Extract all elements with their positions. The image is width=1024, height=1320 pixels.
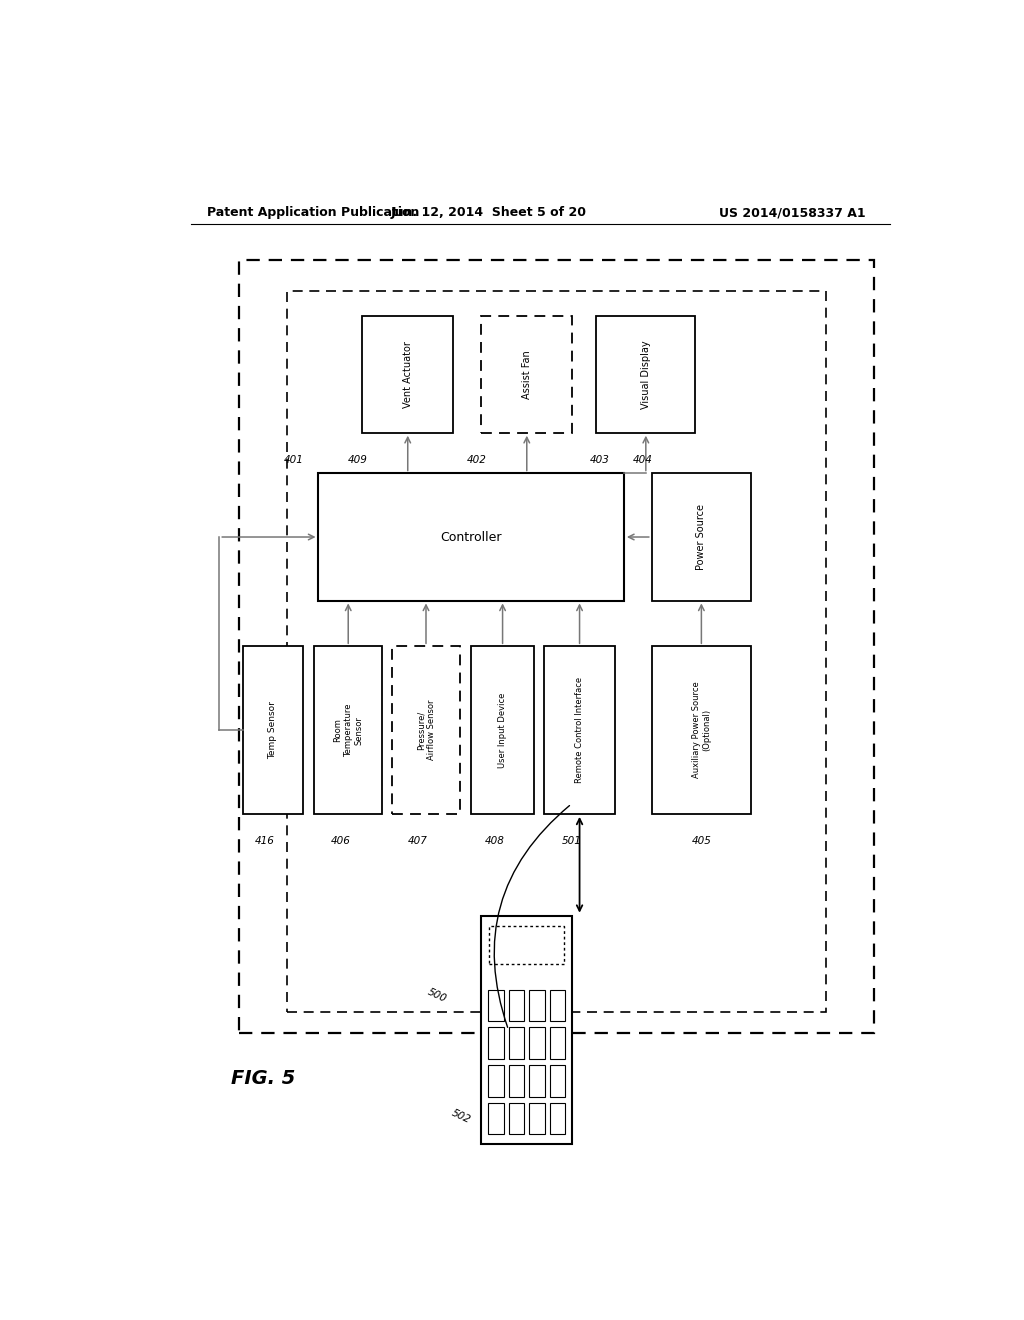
FancyBboxPatch shape (529, 1027, 545, 1059)
FancyBboxPatch shape (550, 1102, 565, 1134)
Text: 405: 405 (691, 837, 712, 846)
FancyBboxPatch shape (529, 990, 545, 1022)
FancyBboxPatch shape (652, 474, 751, 601)
Text: 407: 407 (409, 837, 428, 846)
Text: 501: 501 (562, 837, 582, 846)
Text: 401: 401 (285, 455, 304, 466)
FancyBboxPatch shape (544, 647, 615, 814)
Text: Patent Application Publication: Patent Application Publication (207, 206, 420, 219)
FancyBboxPatch shape (550, 1065, 565, 1097)
Text: Controller: Controller (440, 531, 502, 544)
Text: Visual Display: Visual Display (641, 341, 651, 409)
FancyBboxPatch shape (529, 1102, 545, 1134)
FancyBboxPatch shape (287, 290, 826, 1012)
FancyBboxPatch shape (243, 647, 303, 814)
Text: 416: 416 (255, 837, 274, 846)
FancyBboxPatch shape (529, 1065, 545, 1097)
FancyBboxPatch shape (481, 315, 572, 433)
FancyBboxPatch shape (314, 647, 382, 814)
Text: 408: 408 (484, 837, 505, 846)
Text: 402: 402 (467, 455, 487, 465)
FancyBboxPatch shape (509, 1102, 524, 1134)
FancyBboxPatch shape (481, 916, 572, 1144)
Text: User Input Device: User Input Device (498, 693, 507, 768)
Text: Room
Temperature
Sensor: Room Temperature Sensor (334, 704, 364, 756)
FancyBboxPatch shape (509, 990, 524, 1022)
Text: Auxiliary Power Source
(Optional): Auxiliary Power Source (Optional) (691, 681, 711, 779)
Text: Jun. 12, 2014  Sheet 5 of 20: Jun. 12, 2014 Sheet 5 of 20 (391, 206, 587, 219)
Text: 502: 502 (451, 1107, 472, 1126)
Text: US 2014/0158337 A1: US 2014/0158337 A1 (720, 206, 866, 219)
FancyBboxPatch shape (318, 474, 624, 601)
Text: 403: 403 (590, 455, 610, 465)
FancyBboxPatch shape (392, 647, 460, 814)
FancyBboxPatch shape (489, 925, 564, 965)
FancyBboxPatch shape (362, 315, 454, 433)
Text: 404: 404 (632, 455, 652, 466)
Text: Pressure/
Airflow Sensor: Pressure/ Airflow Sensor (417, 700, 435, 760)
FancyBboxPatch shape (550, 990, 565, 1022)
Text: 406: 406 (331, 837, 350, 846)
FancyBboxPatch shape (509, 1027, 524, 1059)
FancyBboxPatch shape (471, 647, 535, 814)
Text: Vent Actuator: Vent Actuator (402, 341, 413, 408)
Text: Assist Fan: Assist Fan (522, 350, 531, 399)
Text: Temp Sensor: Temp Sensor (268, 701, 278, 759)
FancyBboxPatch shape (596, 315, 695, 433)
FancyBboxPatch shape (488, 990, 504, 1022)
Text: 409: 409 (348, 455, 368, 465)
FancyBboxPatch shape (240, 260, 874, 1032)
Text: 500: 500 (426, 987, 449, 1005)
FancyBboxPatch shape (550, 1027, 565, 1059)
FancyBboxPatch shape (509, 1065, 524, 1097)
FancyBboxPatch shape (488, 1027, 504, 1059)
FancyBboxPatch shape (488, 1065, 504, 1097)
FancyBboxPatch shape (488, 1102, 504, 1134)
Text: FIG. 5: FIG. 5 (231, 1069, 296, 1088)
Text: Remote Control Interface: Remote Control Interface (575, 677, 584, 783)
FancyBboxPatch shape (652, 647, 751, 814)
Text: Power Source: Power Source (696, 504, 707, 570)
